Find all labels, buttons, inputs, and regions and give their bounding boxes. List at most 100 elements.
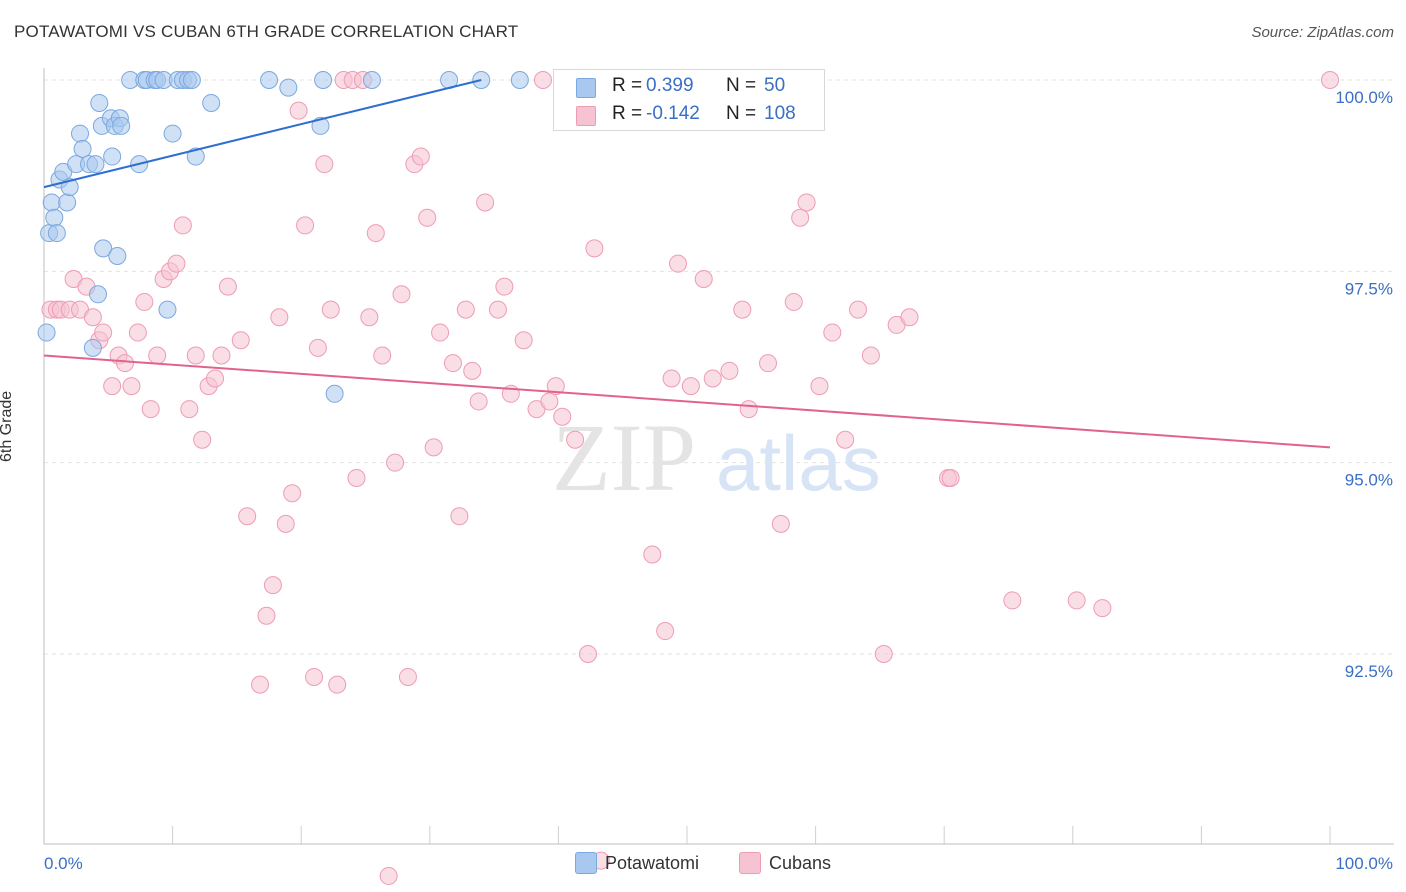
cubans-point — [1067, 591, 1086, 610]
cubans-point — [553, 407, 572, 426]
cubans-point — [900, 308, 919, 327]
cubans-point — [469, 392, 488, 411]
cubans-point — [771, 514, 790, 533]
stats-row-cubans: R = -0.142 N = 108 — [554, 102, 824, 130]
cubans-point — [193, 430, 212, 449]
potawatomi-point — [112, 116, 131, 135]
cubans-point — [739, 400, 758, 419]
cubans-point — [321, 300, 340, 319]
cubans-point — [585, 239, 604, 258]
potawatomi-point — [83, 338, 102, 357]
cubans-point — [694, 269, 713, 288]
x-tick-label: 0.0% — [44, 854, 83, 873]
cubans-point — [797, 193, 816, 212]
cubans-point — [270, 308, 289, 327]
cubans-point — [810, 377, 829, 396]
cubans-point — [540, 392, 559, 411]
y-tick-label: 95.0% — [1345, 471, 1393, 490]
cubans-point — [398, 667, 417, 686]
cubans-point — [823, 323, 842, 342]
potawatomi-point — [47, 224, 66, 243]
cubans-point — [94, 323, 113, 342]
cubans-point — [1321, 71, 1339, 89]
potawatomi-point — [71, 124, 90, 143]
cubans-point — [315, 155, 334, 174]
cubans-point — [167, 254, 186, 273]
cubans-point — [849, 300, 868, 319]
cubans-point — [836, 430, 855, 449]
cubans-point — [703, 369, 722, 388]
cubans-point — [347, 468, 366, 487]
cubans-point — [861, 346, 880, 365]
cubans-point — [546, 377, 565, 396]
cubans-point — [1093, 599, 1112, 618]
cubans-point — [283, 484, 302, 503]
r-label: R = — [612, 75, 643, 96]
potawatomi-point — [158, 300, 177, 319]
cubans-point — [186, 346, 205, 365]
cubans-point — [206, 369, 225, 388]
cubans-point — [103, 377, 122, 396]
chart-source: Source: ZipAtlas.com — [1251, 24, 1394, 41]
cubans-point — [456, 300, 475, 319]
cubans-point — [366, 224, 385, 243]
y-tick-label: 97.5% — [1345, 279, 1393, 298]
watermark-atlas: atlas — [716, 419, 881, 507]
x-tick-label: 100.0% — [1335, 854, 1393, 873]
trend-lines — [43, 79, 1331, 449]
legend-item-cubans[interactable]: Cubans — [739, 852, 831, 874]
potawatomi-point — [42, 193, 61, 212]
cubans-point — [411, 147, 430, 166]
cubans-trend-line — [43, 354, 1331, 449]
cubans-point — [1003, 591, 1022, 610]
legend-swatch-cubans — [739, 852, 761, 874]
potawatomi-point — [314, 71, 333, 89]
cubans-point — [514, 331, 533, 350]
cubans-point — [533, 71, 552, 89]
cubans-point — [476, 193, 495, 212]
potawatomi-point — [89, 285, 108, 304]
cubans-point — [116, 354, 135, 373]
cubans-point — [141, 400, 160, 419]
cubans-point — [662, 369, 681, 388]
cubans-point — [443, 354, 462, 373]
cubans-point — [373, 346, 392, 365]
cubans-point — [488, 300, 507, 319]
cubans-point — [566, 430, 585, 449]
legend-item-potawatomi[interactable]: Potawatomi — [574, 852, 699, 874]
n-value: 108 — [764, 103, 796, 124]
legend-swatch-potawatomi — [574, 852, 597, 874]
legend-label: Potawatomi — [604, 852, 699, 873]
cubans-point — [578, 645, 597, 663]
potawatomi-point — [73, 139, 92, 158]
cubans-point — [263, 576, 282, 595]
cubans-point — [122, 377, 141, 396]
potawatomi-point — [108, 247, 127, 266]
cubans-point — [656, 622, 675, 641]
potawatomi-point — [103, 147, 122, 166]
potawatomi-point — [37, 323, 56, 342]
cubans-point — [308, 338, 327, 357]
cubans-point — [668, 254, 687, 273]
potawatomi-trend-line — [43, 79, 482, 189]
potawatomi-point — [45, 208, 64, 227]
n-label: N = — [726, 103, 757, 124]
grid-lines — [44, 79, 1394, 655]
cubans-point — [251, 675, 270, 694]
stats-row-potawatomi: R = 0.399 N = 50 — [554, 74, 824, 102]
cubans-point — [296, 216, 315, 235]
n-value: 50 — [764, 75, 786, 96]
potawatomi-point — [325, 384, 344, 403]
potawatomi-point — [260, 71, 279, 89]
potawatomi-point — [163, 124, 182, 143]
n-label: N = — [726, 75, 757, 96]
x-axis-ticks — [172, 826, 1331, 844]
cubans-point — [135, 292, 154, 311]
cubans-point — [218, 277, 237, 296]
cubans-point — [379, 866, 398, 885]
legend-label: Cubans — [769, 852, 832, 873]
potawatomi-point — [311, 116, 330, 135]
legend: Potawatomi Cubans — [0, 852, 1406, 874]
cubans-point — [238, 507, 257, 526]
